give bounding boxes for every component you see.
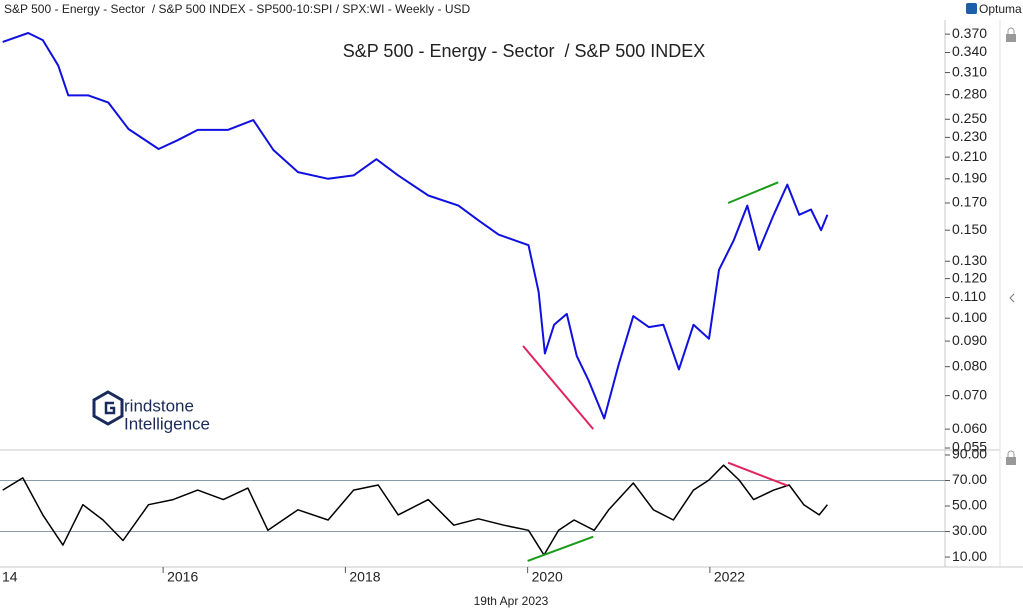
watermark-logo xyxy=(92,390,124,426)
trend-line xyxy=(727,181,779,204)
y-tick-label: 0.250 xyxy=(952,110,987,126)
trend-line xyxy=(527,535,594,562)
y-tick-label: 0.110 xyxy=(952,288,986,304)
y-tick-label: 0.310 xyxy=(952,63,987,79)
y-tick-label: 0.170 xyxy=(952,194,987,210)
y-tick-label: 0.230 xyxy=(952,128,987,144)
brand: Optuma xyxy=(979,2,1022,16)
header-title: S&P 500 - Energy - Sector / S&P 500 INDE… xyxy=(4,2,471,16)
y-tick-label: 0.090 xyxy=(952,332,987,348)
y-tick-label: 0.100 xyxy=(952,309,987,325)
y-tick-label: 0.150 xyxy=(952,221,987,237)
x-tick-label: 2020 xyxy=(532,569,563,585)
data-line xyxy=(2,32,829,420)
collapse-arrow[interactable] xyxy=(1009,293,1015,303)
y-tick-label: 0.070 xyxy=(952,386,987,402)
y-tick-label: 0.370 xyxy=(952,25,987,41)
header-bar xyxy=(0,0,1023,20)
axis-panel xyxy=(945,0,1023,567)
trend-line xyxy=(727,461,788,487)
y-tick-label: 0.340 xyxy=(952,43,987,59)
y-tick-label: 30.00 xyxy=(952,522,987,538)
data-line xyxy=(2,464,828,556)
lock-icon[interactable] xyxy=(1006,27,1016,42)
y-tick-label: 90.00 xyxy=(952,446,987,462)
watermark: rindstone xyxy=(124,396,194,415)
x-tick-label: 14 xyxy=(2,569,18,585)
y-tick-label: 50.00 xyxy=(952,497,987,513)
y-tick-label: 0.080 xyxy=(952,357,987,373)
y-tick-label: 70.00 xyxy=(952,471,987,487)
y-tick-label: 0.190 xyxy=(952,170,987,186)
x-tick-label: 2016 xyxy=(167,569,198,585)
x-tick-label: 2018 xyxy=(349,569,380,585)
date-label: 19th Apr 2023 xyxy=(474,594,549,608)
lock-icon[interactable] xyxy=(1006,450,1016,465)
chart-title: S&P 500 - Energy - Sector / S&P 500 INDE… xyxy=(343,41,706,61)
y-tick-label: 0.280 xyxy=(952,85,987,101)
brand-icon xyxy=(966,3,977,14)
y-tick-label: 0.130 xyxy=(952,252,987,268)
y-tick-label: 0.120 xyxy=(952,269,987,285)
y-tick-label: 0.060 xyxy=(952,420,987,436)
y-tick-label: 10.00 xyxy=(952,548,987,564)
x-tick-label: 2022 xyxy=(714,569,745,585)
watermark: Intelligence xyxy=(124,414,210,433)
trend-line xyxy=(522,345,595,430)
y-tick-label: 0.210 xyxy=(952,148,987,164)
y-tick-label: 0.055 xyxy=(952,439,987,455)
